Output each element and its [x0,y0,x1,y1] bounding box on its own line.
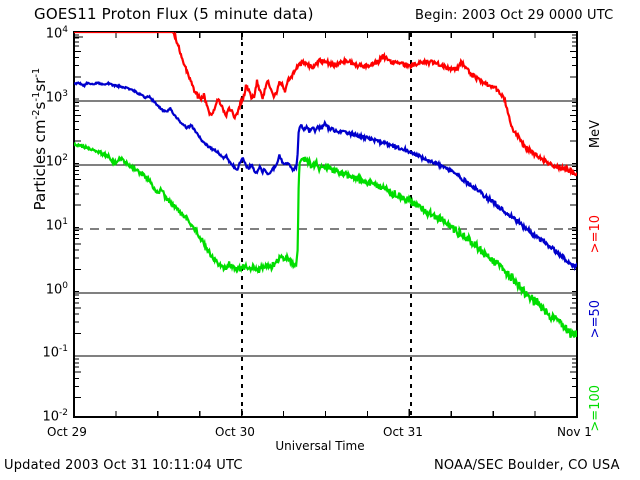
series-line-ge100 [74,142,577,339]
credit-text: NOAA/SEC Boulder, CO USA [434,458,620,473]
begin-timestamp: Begin: 2003 Oct 29 0000 UTC [415,8,614,23]
series-line-ge10 [74,32,577,177]
axis-ticks-major [74,36,577,357]
xtick-nov1: Nov 1 [557,425,592,439]
xtick-oct29: Oct 29 [47,425,87,439]
gridlines-horizontal [74,100,577,357]
axis-ticks-x [73,32,578,417]
ytick-1e2: 102 [45,153,68,170]
ytick-1e4: 104 [45,25,68,42]
x-axis-label: Universal Time [275,439,365,453]
plot-frame [73,31,578,418]
ytick-1em2: 10-2 [42,408,68,425]
xtick-oct30: Oct 30 [215,425,255,439]
page-title: GOES11 Proton Flux (5 minute data) [34,5,314,23]
ytick-1e0: 100 [45,281,68,298]
ytick-1em1: 10-1 [42,344,68,361]
ytick-1e1: 101 [45,217,68,234]
series-line-ge50 [74,80,577,272]
axis-ticks-minor [74,34,577,399]
xtick-oct31: Oct 31 [383,425,423,439]
gridlines-vertical-days [241,33,412,416]
updated-timestamp: Updated 2003 Oct 31 10:11:04 UTC [4,458,243,473]
ytick-1e3: 103 [45,89,68,106]
